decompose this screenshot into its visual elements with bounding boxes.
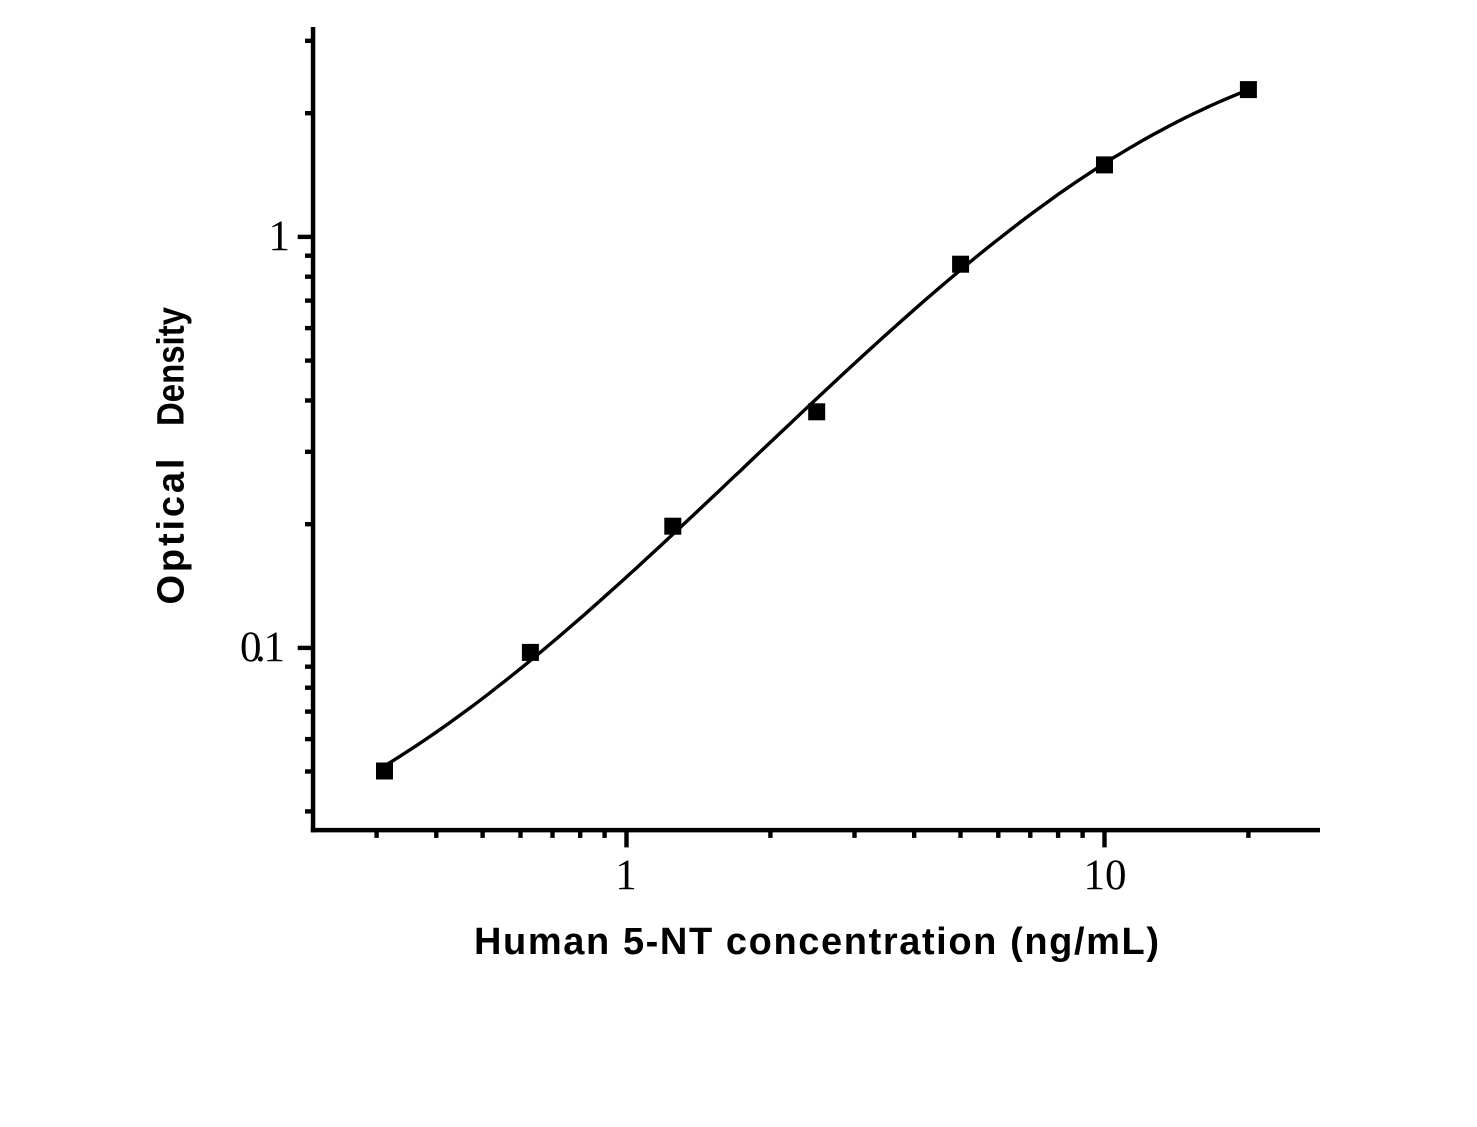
svg-text:10: 10 xyxy=(1084,852,1127,899)
svg-text:0. 1: 0. 1 xyxy=(240,624,285,671)
svg-text:Density: Density xyxy=(151,307,193,426)
svg-text:1: 1 xyxy=(269,213,291,260)
svg-text:1: 1 xyxy=(615,852,637,899)
svg-text:Human 5-NT concentration (ng/m: Human 5-NT concentration (ng/mL) xyxy=(474,921,1159,963)
